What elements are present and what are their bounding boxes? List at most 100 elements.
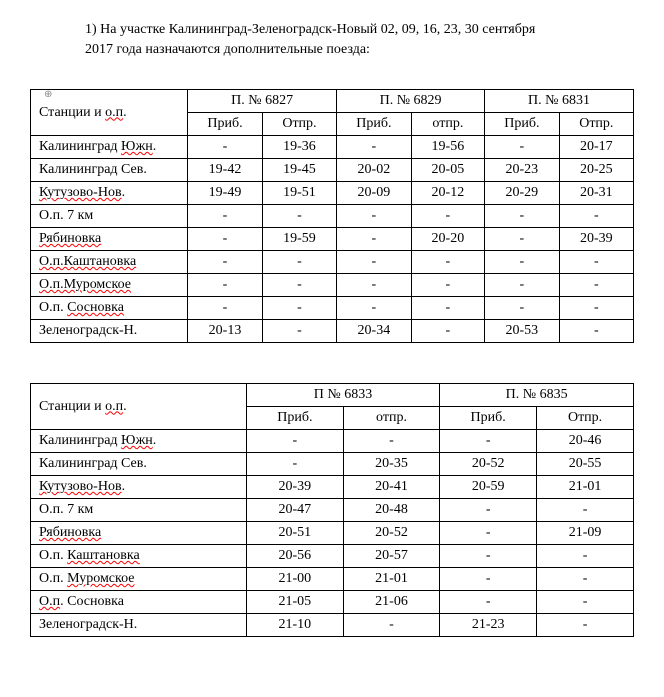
time-cell: - xyxy=(337,205,412,228)
time-cell: 20-39 xyxy=(559,228,633,251)
station-name: Калининград Южн. xyxy=(31,430,247,453)
time-cell: 20-25 xyxy=(559,159,633,182)
station-name: О.п.Муромское xyxy=(31,274,188,297)
col-sub-arrival: Приб. xyxy=(485,113,560,136)
col-sub-departure: отпр. xyxy=(343,407,439,430)
station-name: Калининград Южн. xyxy=(31,136,188,159)
col-sub-arrival: Приб. xyxy=(188,113,263,136)
table-row: О.п. Сосновка------ xyxy=(31,297,634,320)
time-cell: - xyxy=(485,251,560,274)
table-row: О.п.Каштановка------ xyxy=(31,251,634,274)
time-cell: 20-52 xyxy=(440,453,537,476)
time-cell: 19-49 xyxy=(188,182,263,205)
time-cell: - xyxy=(559,274,633,297)
table-row: О.п. 7 км20-4720-48-- xyxy=(31,499,634,522)
time-cell: - xyxy=(246,430,343,453)
time-cell: - xyxy=(440,591,537,614)
table-row: Зеленоградск-Н.20-13-20-34-20-53- xyxy=(31,320,634,343)
time-cell: - xyxy=(537,568,634,591)
col-header-train: П. № 6829 xyxy=(337,90,485,113)
time-cell: - xyxy=(537,591,634,614)
col-sub-departure: Отпр. xyxy=(537,407,634,430)
col-sub-arrival: Приб. xyxy=(337,113,412,136)
time-cell: - xyxy=(262,251,336,274)
time-cell: 20-56 xyxy=(246,545,343,568)
table-row: О.п.Муромское------ xyxy=(31,274,634,297)
station-name: Рябиновка xyxy=(31,522,247,545)
time-cell: - xyxy=(411,320,484,343)
time-cell: - xyxy=(337,274,412,297)
station-name: О.п. Муромское xyxy=(31,568,247,591)
time-cell: 20-46 xyxy=(537,430,634,453)
col-sub-arrival: Приб. xyxy=(246,407,343,430)
time-cell: 20-29 xyxy=(485,182,560,205)
time-cell: 20-39 xyxy=(246,476,343,499)
schedule-table-1: Станции и о.п.П. № 6827П. № 6829П. № 683… xyxy=(30,89,634,343)
time-cell: 21-01 xyxy=(343,568,439,591)
heading-line1: На участке Калининград-Зеленоградск-Новы… xyxy=(100,22,535,37)
table-row: Кутузово-Нов.20-3920-4120-5921-01 xyxy=(31,476,634,499)
station-name: Рябиновка xyxy=(31,228,188,251)
station-name: О.п.Каштановка xyxy=(31,251,188,274)
time-cell: - xyxy=(188,251,263,274)
time-cell: 21-05 xyxy=(246,591,343,614)
time-cell: - xyxy=(262,297,336,320)
time-cell: 20-09 xyxy=(337,182,412,205)
time-cell: - xyxy=(485,274,560,297)
time-cell: 20-02 xyxy=(337,159,412,182)
time-cell: 20-31 xyxy=(559,182,633,205)
col-header-train: П. № 6835 xyxy=(440,384,634,407)
time-cell: 20-05 xyxy=(411,159,484,182)
col-header-train: П. № 6831 xyxy=(485,90,634,113)
time-cell: 21-00 xyxy=(246,568,343,591)
time-cell: 20-55 xyxy=(537,453,634,476)
station-name: О.п. Каштановка xyxy=(31,545,247,568)
station-name: Зеленоградск-Н. xyxy=(31,320,188,343)
table-row: О.п. Каштановка20-5620-57-- xyxy=(31,545,634,568)
time-cell: - xyxy=(188,297,263,320)
schedule-table-2: Станции и о.п.П № 6833П. № 6835Приб.отпр… xyxy=(30,383,634,637)
time-cell: - xyxy=(262,274,336,297)
table1-wrap: ⊕ Станции и о.п.П. № 6827П. № 6829П. № 6… xyxy=(30,89,634,343)
time-cell: - xyxy=(559,205,633,228)
table-row: О.п. 7 км------ xyxy=(31,205,634,228)
time-cell: 19-59 xyxy=(262,228,336,251)
station-name: Зеленоградск-Н. xyxy=(31,614,247,637)
time-cell: - xyxy=(343,614,439,637)
table-row: О.п. Сосновка21-0521-06-- xyxy=(31,591,634,614)
table-row: Калининград Южн.-19-36-19-56-20-17 xyxy=(31,136,634,159)
table-row: Рябиновка-19-59-20-20-20-39 xyxy=(31,228,634,251)
heading-number: 1) xyxy=(85,22,97,37)
table-anchor-icon: ⊕ xyxy=(44,89,52,100)
time-cell: - xyxy=(188,274,263,297)
time-cell: - xyxy=(485,136,560,159)
time-cell: 20-57 xyxy=(343,545,439,568)
col-sub-departure: отпр. xyxy=(411,113,484,136)
table-row: Зеленоградск-Н.21-10-21-23- xyxy=(31,614,634,637)
time-cell: - xyxy=(343,430,439,453)
table-row: Рябиновка20-5120-52-21-09 xyxy=(31,522,634,545)
time-cell: - xyxy=(411,251,484,274)
time-cell: 20-35 xyxy=(343,453,439,476)
time-cell: - xyxy=(188,228,263,251)
time-cell: 20-34 xyxy=(337,320,412,343)
time-cell: - xyxy=(485,205,560,228)
table-row: Калининград Сев.-20-3520-5220-55 xyxy=(31,453,634,476)
time-cell: 21-01 xyxy=(537,476,634,499)
time-cell: 20-12 xyxy=(411,182,484,205)
time-cell: 20-48 xyxy=(343,499,439,522)
table-row: Калининград Южн.---20-46 xyxy=(31,430,634,453)
heading: 1) На участке Калининград-Зеленоградск-Н… xyxy=(85,20,625,59)
time-cell: 20-23 xyxy=(485,159,560,182)
col-sub-departure: Отпр. xyxy=(262,113,336,136)
col-sub-departure: Отпр. xyxy=(559,113,633,136)
time-cell: - xyxy=(559,297,633,320)
time-cell: 20-52 xyxy=(343,522,439,545)
time-cell: - xyxy=(337,251,412,274)
time-cell: - xyxy=(440,499,537,522)
time-cell: - xyxy=(537,614,634,637)
time-cell: 20-17 xyxy=(559,136,633,159)
time-cell: - xyxy=(559,320,633,343)
col-sub-arrival: Приб. xyxy=(440,407,537,430)
station-name: О.п. 7 км xyxy=(31,499,247,522)
